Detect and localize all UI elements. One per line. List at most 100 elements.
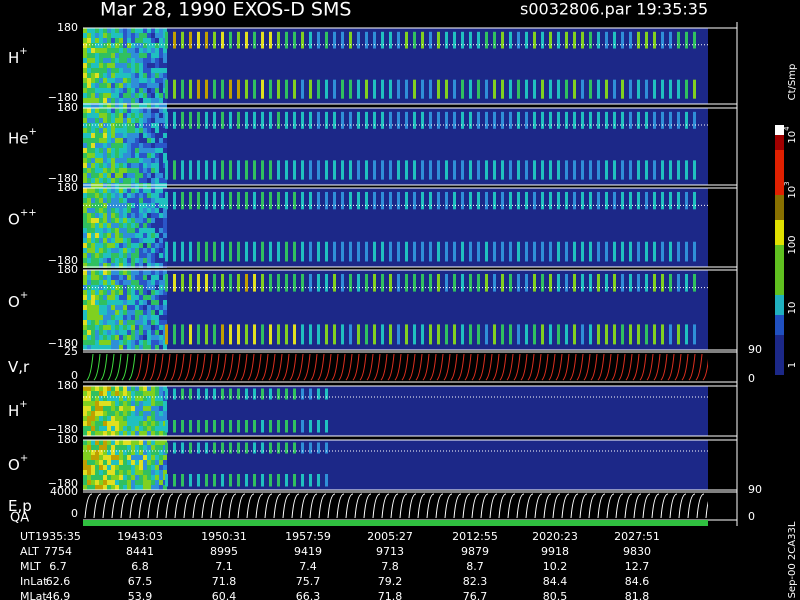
spectrum-cell: [131, 228, 135, 233]
spectrum-cell: [95, 173, 99, 178]
spectrum-cell: [139, 270, 143, 275]
spectrum-spike: [501, 111, 504, 129]
spectrum-cell: [107, 455, 111, 460]
tick-label: 180: [57, 379, 78, 392]
spectrum-spike: [213, 474, 216, 487]
spectrum-spike: [477, 111, 480, 129]
spectrum-cell: [111, 391, 115, 396]
spectrum-cell: [103, 416, 107, 421]
right-tick-label: 90: [748, 483, 762, 496]
spectrum-cell: [83, 305, 87, 310]
spectrum-cell: [95, 335, 99, 340]
spectrum-cell: [103, 391, 107, 396]
spectrum-cell: [107, 243, 111, 248]
spectrum-spike: [597, 241, 600, 262]
spectrum-cell: [91, 391, 95, 396]
spectrum-cell: [99, 460, 103, 465]
spectrum-cell: [155, 485, 159, 490]
spectrum-cell: [103, 470, 107, 475]
tick-label: 180: [57, 263, 78, 276]
spectrum-cell: [155, 158, 159, 163]
spectrum-cell: [107, 208, 111, 213]
trace: [527, 353, 535, 381]
spectrum-cell: [91, 73, 95, 78]
spectrum-cell: [127, 138, 131, 143]
trace: [366, 353, 374, 381]
spectrum-spike: [253, 474, 256, 487]
spectrum-cell: [147, 460, 151, 465]
spectrum-cell: [127, 450, 131, 455]
spectrum-cell: [159, 411, 163, 416]
spectrum-cell: [119, 460, 123, 465]
spectrum-cell: [111, 421, 115, 426]
spectrum-spike: [461, 111, 464, 129]
spectrum-cell: [103, 305, 107, 310]
spectrum-cell: [147, 88, 151, 93]
spectrum-spike: [413, 31, 416, 49]
spectrum-cell: [119, 33, 123, 38]
spectrum-cell: [87, 426, 91, 431]
spectrum-cell: [151, 218, 155, 223]
spectrum-cell: [111, 426, 115, 431]
spectrum-cell: [151, 445, 155, 450]
spectrum-cell: [163, 138, 167, 143]
spectrum-spike: [685, 111, 688, 129]
spectrum-cell: [87, 48, 91, 53]
spectrum-spike: [573, 324, 576, 345]
trace: [443, 353, 451, 381]
footer-value: 6.7: [49, 560, 67, 573]
spectrum-cell: [155, 198, 159, 203]
spectrum-cell: [139, 108, 143, 113]
spectrum-cell: [95, 345, 99, 350]
spectrum-cell: [127, 178, 131, 183]
panel: H+180−180: [8, 21, 737, 108]
spectrum-cell: [131, 285, 135, 290]
spectrum-spike: [189, 111, 192, 129]
spectrum-spike: [213, 79, 216, 99]
spectrum-cell: [111, 485, 115, 490]
spectrum-cell: [139, 421, 143, 426]
spectrum-spike: [381, 324, 384, 345]
trace: [289, 353, 297, 381]
spectrum-cell: [139, 396, 143, 401]
spectrum-cell: [151, 148, 155, 153]
spectrum-spike: [253, 442, 256, 454]
spectrum-cell: [143, 340, 147, 345]
spectrum-cell: [95, 465, 99, 470]
spectrum-cell: [151, 485, 155, 490]
spectrum-cell: [127, 128, 131, 133]
spectrum-spike: [381, 191, 384, 210]
panel-label-charge: +: [29, 127, 37, 138]
spectrum-cell: [107, 118, 111, 123]
colorbar-tick-exp: 4: [783, 126, 791, 131]
spectrum-spike: [653, 274, 656, 292]
trace: [93, 353, 101, 381]
spectrum-spike: [269, 191, 272, 210]
panel-bg: [83, 270, 708, 350]
spectrum-cell: [131, 258, 135, 263]
spectrum-cell: [95, 421, 99, 426]
spectrum-cell: [91, 208, 95, 213]
spectrum-cell: [143, 108, 147, 113]
spectrum-cell: [119, 445, 123, 450]
spectrum-cell: [147, 450, 151, 455]
spectrum-cell: [107, 345, 111, 350]
spectrum-cell: [159, 88, 163, 93]
panel-bg: [83, 386, 708, 436]
spectrum-spike: [637, 79, 640, 99]
spectrum-cell: [115, 223, 119, 228]
spectrum-cell: [151, 335, 155, 340]
trace: [336, 493, 345, 519]
spectrum-cell: [131, 198, 135, 203]
spectrum-spike: [421, 191, 424, 210]
spectrum-spike: [485, 31, 488, 49]
spectrum-cell: [143, 315, 147, 320]
spectrum-spike: [197, 420, 200, 433]
spectrum-spike: [357, 79, 360, 99]
spectrum-cell: [87, 416, 91, 421]
spectrum-cell: [107, 300, 111, 305]
footer-value: 9419: [294, 545, 322, 558]
spectrum-cell: [135, 416, 139, 421]
trace: [525, 493, 534, 519]
spectrum-spike: [493, 31, 496, 49]
